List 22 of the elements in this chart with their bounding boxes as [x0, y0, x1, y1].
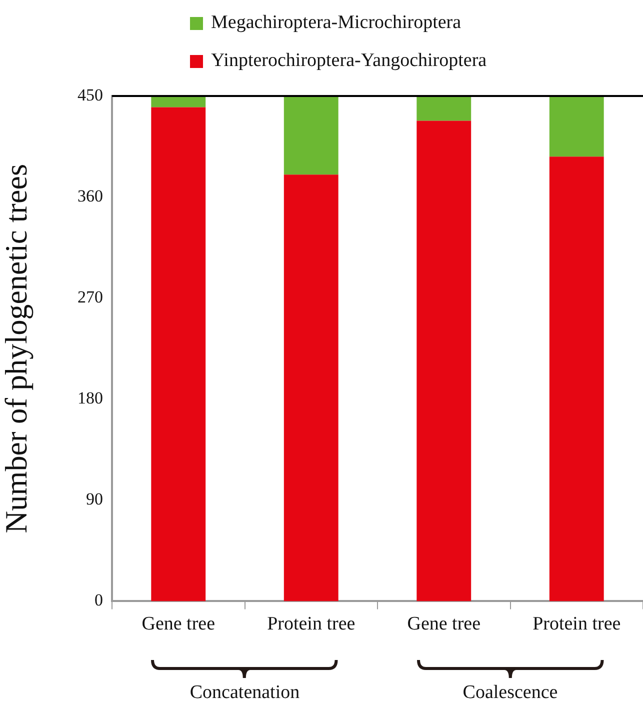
- bar: [151, 107, 206, 602]
- bar: [549, 96, 604, 157]
- y-tick-label: 90: [86, 490, 103, 509]
- x-tick-label: Protein tree: [532, 614, 621, 635]
- text: Concatenation: [190, 682, 300, 704]
- legend-label: Yinpterochiroptera-Yangochiroptera: [211, 50, 487, 72]
- x-tick-label: Gene tree: [142, 614, 216, 635]
- text: Coalescence: [462, 682, 558, 704]
- legend-label: Megachiroptera-Microchiroptera: [211, 12, 462, 34]
- y-tick-label: 0: [94, 590, 103, 610]
- y-axis-title: Number of phylogenetic trees: [0, 164, 34, 534]
- bar: [416, 96, 472, 121]
- bar: [416, 120, 472, 602]
- y-tick-label: 450: [78, 85, 103, 104]
- bar: [549, 156, 604, 602]
- y-tick-label: 180: [78, 388, 103, 408]
- x-tick-label: Gene tree: [407, 614, 481, 635]
- y-tick-label: 360: [78, 186, 103, 206]
- y-tick-label: 270: [78, 288, 103, 307]
- bar: [284, 174, 338, 602]
- x-tick-label: Protein tree: [267, 614, 356, 635]
- bar: [284, 96, 338, 175]
